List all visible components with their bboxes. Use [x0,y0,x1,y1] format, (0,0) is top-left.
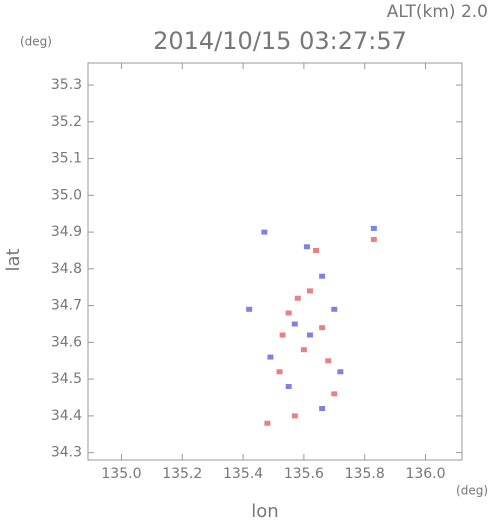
radar-cell [331,391,338,397]
y-tick-label: 34.5 [51,371,82,387]
radar-cell [261,229,268,235]
subtitle: ALT(km) 2.0 [387,2,488,22]
radar-cell [370,225,377,231]
x-tick-label: 135.8 [345,466,385,482]
y-tick-label: 34.6 [51,334,82,350]
radar-cell [285,383,292,389]
y-tick-label: 35.0 [51,187,82,203]
x-tick-label: 136.0 [405,466,445,482]
radar-cell [319,325,326,331]
radar-cell [370,236,377,242]
x-tick-label: 135.2 [162,466,202,482]
radar-cell [331,306,338,312]
radar-cell [303,244,310,250]
chart-title: 2014/10/15 03:27:57 [153,27,407,55]
y-tick-label: 34.4 [51,408,82,424]
x-tick-label: 135.0 [101,466,141,482]
radar-cell [291,413,298,419]
radar-cell [325,358,332,364]
radar-cell [246,306,253,312]
radar-cell [285,310,292,316]
x-label: lon [251,501,278,521]
y-tick-label: 34.9 [51,224,82,240]
radar-cell [337,369,344,375]
radar-cell [319,406,326,412]
radar-cell [319,273,326,279]
y-tick-label: 34.3 [51,445,82,461]
radar-cell [300,347,307,353]
x-tick-label: 135.4 [223,466,263,482]
radar-cell [306,332,313,338]
y-tick-label: 35.2 [51,114,82,130]
radar-cell [276,369,283,375]
y-tick-label: 35.3 [51,77,82,93]
y-tick-label: 35.1 [51,151,82,167]
y-unit: (deg) [20,35,52,49]
x-tick-label: 135.6 [284,466,324,482]
radar-cell [279,332,286,338]
radar-cell [267,354,274,360]
y-tick-label: 34.7 [51,298,82,314]
radar-cell [306,288,313,294]
radar-cell [264,420,271,426]
radar-cell [313,247,320,253]
y-label: lat [3,248,24,271]
radar-cell [294,295,301,301]
x-unit: (deg) [456,484,488,498]
y-tick-label: 34.8 [51,261,82,277]
radar-cell [291,321,298,327]
plot-frame [87,62,463,461]
